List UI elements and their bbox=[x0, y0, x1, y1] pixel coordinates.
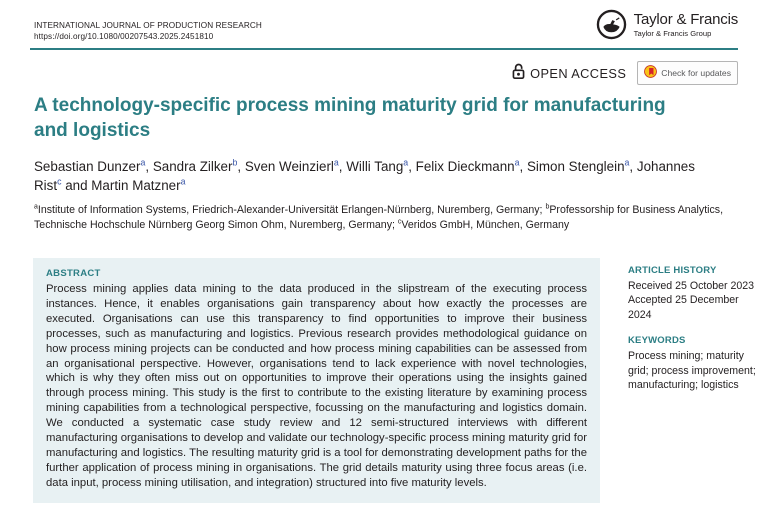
author-affiliation-sup: a bbox=[333, 157, 339, 168]
journal-header: INTERNATIONAL JOURNAL OF PRODUCTION RESE… bbox=[34, 20, 262, 42]
open-access-badge: OPEN ACCESS bbox=[512, 62, 626, 85]
article-history-heading: ARTICLE HISTORY bbox=[628, 265, 717, 276]
author-list: Sebastian Dunzera, Sandra Zilkerb, Sven … bbox=[34, 157, 695, 193]
keywords-text: Process mining; maturity grid; process i… bbox=[628, 350, 756, 392]
journal-title: INTERNATIONAL JOURNAL OF PRODUCTION RESE… bbox=[34, 21, 262, 30]
doi-link: https://doi.org/10.1080/00207543.2025.24… bbox=[34, 32, 214, 41]
author-name: Felix Dieckmann bbox=[415, 159, 515, 174]
affiliation-sup: a bbox=[34, 203, 38, 211]
keywords-section: KEYWORDS Process mining; maturity grid; … bbox=[628, 335, 756, 392]
abstract-text: Process mining applies data mining to th… bbox=[46, 283, 587, 489]
affiliation-sup: b bbox=[545, 203, 550, 211]
author-name: Sebastian Dunzer bbox=[34, 159, 141, 174]
author-name: Sandra Zilker bbox=[152, 159, 233, 174]
open-access-label: OPEN ACCESS bbox=[530, 65, 627, 81]
author-name: Simon Stenglein bbox=[527, 159, 625, 174]
accepted-date: Accepted 25 December 2024 bbox=[628, 294, 739, 321]
header-divider bbox=[30, 48, 738, 50]
author-name: Martin Matzner bbox=[91, 177, 181, 193]
author-affiliation-sup: a bbox=[403, 157, 409, 168]
publisher-logo: Taylor & Francis Taylor & Francis Group bbox=[596, 9, 738, 40]
author-affiliation-sup: a bbox=[140, 157, 146, 168]
abstract-heading: ABSTRACT bbox=[46, 268, 101, 279]
crossmark-icon bbox=[644, 65, 658, 81]
publisher-name: Taylor & Francis bbox=[633, 11, 739, 28]
author-name: Sven Weinzierl bbox=[244, 159, 334, 174]
author-affiliation-sup: c bbox=[57, 176, 62, 187]
author-affiliation-sup: a bbox=[514, 157, 520, 168]
affiliation-sup: c bbox=[397, 218, 402, 226]
keywords-heading: KEYWORDS bbox=[628, 335, 686, 347]
received-date: Received 25 October 2023 bbox=[628, 280, 755, 292]
abstract-box: ABSTRACT Process mining applies data min… bbox=[33, 258, 600, 503]
article-sidebar: ARTICLE HISTORY Received 25 October 2023… bbox=[628, 265, 756, 392]
article-title: A technology-specific process mining mat… bbox=[34, 95, 666, 141]
publisher-group: Taylor & Francis Group bbox=[633, 29, 712, 38]
author-affiliation-sup: a bbox=[180, 176, 186, 187]
affiliation-list: aInstitute of Information Systems, Fried… bbox=[34, 203, 724, 231]
lamp-icon bbox=[596, 9, 627, 40]
open-lock-icon bbox=[512, 62, 525, 85]
author-affiliation-sup: b bbox=[232, 157, 238, 168]
check-for-updates-label: Check for updates bbox=[661, 68, 731, 78]
article-history-section: ARTICLE HISTORY Received 25 October 2023… bbox=[628, 265, 756, 322]
author-name: Johannes Rist bbox=[34, 159, 695, 193]
author-affiliation-sup: a bbox=[624, 157, 630, 168]
access-row: OPEN ACCESS Check for updates bbox=[512, 61, 738, 85]
publisher-name-block: Taylor & Francis Taylor & Francis Group bbox=[633, 11, 739, 38]
check-for-updates-button[interactable]: Check for updates bbox=[637, 61, 738, 85]
author-name: Willi Tang bbox=[346, 159, 404, 174]
